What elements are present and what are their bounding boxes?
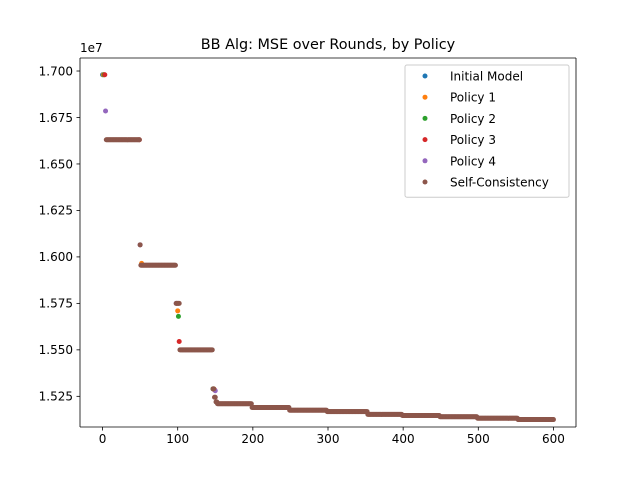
data-point	[212, 394, 218, 400]
data-point	[211, 386, 217, 392]
legend-marker	[422, 179, 428, 185]
legend-label: Initial Model	[450, 70, 523, 84]
x-tick-label: 600	[542, 432, 565, 446]
legend-marker	[422, 115, 428, 121]
y-tick-label: 1.675	[39, 111, 73, 125]
data-point	[175, 308, 181, 314]
y-tick-label: 1.650	[39, 157, 73, 171]
data-point	[136, 137, 142, 143]
y-offset-label: 1e7	[80, 41, 103, 55]
legend-label: Policy 1	[450, 91, 496, 105]
legend: Initial Model Policy 1 Policy 2 Policy 3 Pol…	[404, 64, 570, 198]
legend-label: Policy 3	[450, 133, 496, 147]
data-point	[172, 262, 178, 268]
x-tick-label: 300	[317, 432, 340, 446]
y-tick-label: 1.700	[39, 64, 73, 78]
x-tick-label: 100	[166, 432, 189, 446]
ticks: 0 100 200 300 400 500 600 1.525 1.550 1.575 1.600 1…	[39, 64, 565, 446]
y-tick-label: 1.575	[39, 297, 73, 311]
data-point	[209, 347, 215, 353]
legend-label: Policy 4	[450, 154, 496, 168]
legend-label: Policy 2	[450, 112, 496, 126]
legend-marker	[422, 158, 428, 164]
plot-markers	[100, 72, 556, 423]
y-tick-label: 1.550	[39, 343, 73, 357]
x-tick-label: 0	[99, 432, 107, 446]
series-self-consistency	[103, 137, 556, 423]
data-point	[102, 72, 108, 78]
x-tick-label: 200	[241, 432, 264, 446]
data-point	[176, 338, 182, 344]
y-tick-label: 1.600	[39, 250, 73, 264]
legend-box	[404, 64, 570, 198]
legend-marker	[422, 73, 428, 79]
data-point	[103, 108, 109, 114]
data-point	[137, 242, 143, 248]
data-point	[550, 417, 556, 423]
y-tick-label: 1.525	[39, 390, 73, 404]
legend-marker	[422, 137, 428, 143]
data-point	[175, 313, 181, 319]
chart-title: BB Alg: MSE over Rounds, by Policy	[201, 37, 456, 53]
legend-label: Self-Consistency	[450, 176, 549, 190]
x-tick-label: 400	[392, 432, 415, 446]
data-point	[176, 300, 182, 306]
y-tick-label: 1.625	[39, 204, 73, 218]
x-tick-label: 500	[467, 432, 490, 446]
legend-marker	[422, 94, 428, 100]
